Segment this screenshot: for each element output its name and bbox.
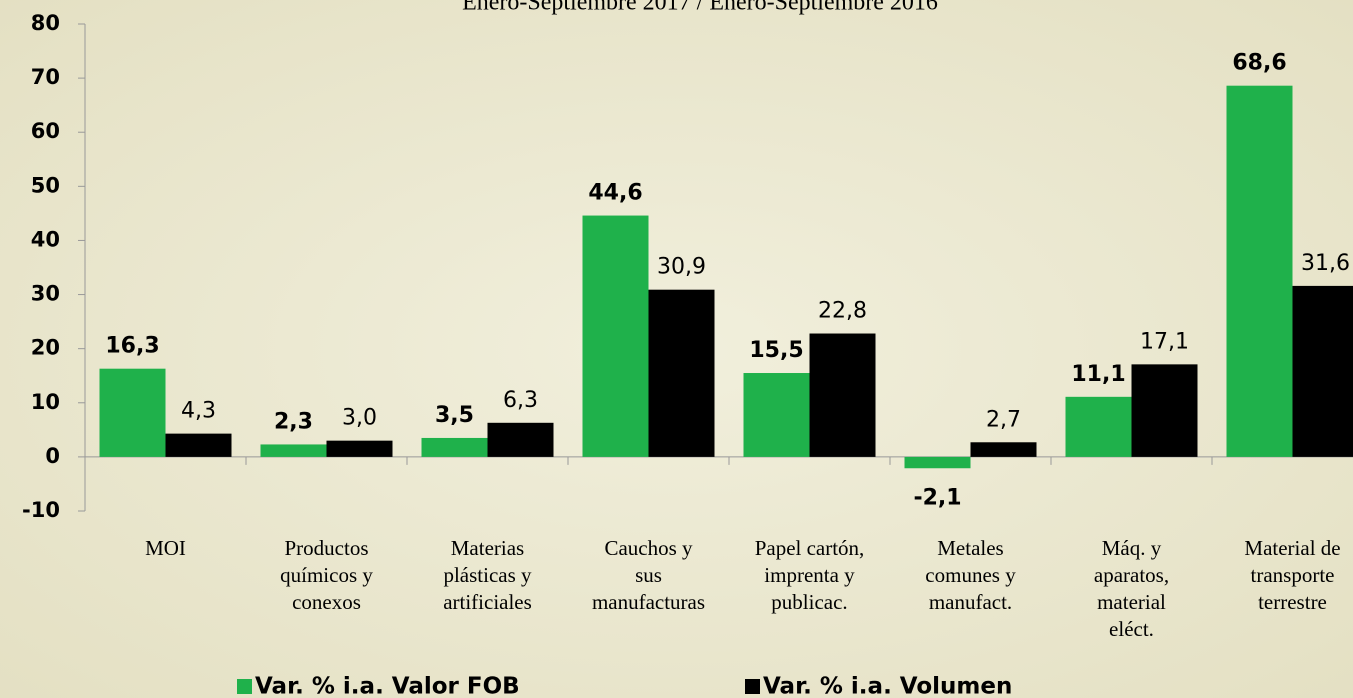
bar [326, 440, 393, 457]
x-tick-label: Máq. y aparatos, material eléct. [1094, 536, 1169, 641]
value-label: 68,6 [1232, 51, 1286, 76]
x-tick-label: Metales comunes y manufact. [925, 536, 1016, 614]
bar [1065, 396, 1132, 457]
bar [743, 373, 810, 457]
bar [165, 433, 232, 457]
x-tick-label: Papel cartón, imprenta y publicac. [755, 536, 865, 614]
bar [1292, 285, 1353, 457]
value-label: 22,8 [818, 299, 867, 324]
legend-label: Var. % i.a. Volumen [763, 674, 1012, 698]
x-tick-label: Productos químicos y conexos [280, 536, 373, 614]
bar [99, 368, 166, 457]
x-tick-label: Cauchos y sus manufacturas [592, 536, 705, 614]
value-label: 15,5 [749, 338, 803, 363]
legend-swatch [237, 679, 252, 694]
bar [487, 422, 554, 457]
value-label: 6,3 [503, 388, 538, 413]
bar [1131, 364, 1198, 457]
bar [260, 444, 327, 457]
chart-title: Enero-Septiembre 2017 / Enero-Septiembre… [462, 0, 938, 16]
bar [904, 456, 971, 469]
y-tick-label: 50 [31, 173, 60, 197]
bar [1226, 85, 1293, 457]
value-label: 4,3 [181, 399, 216, 424]
bar [582, 215, 649, 457]
y-tick-label: 10 [31, 390, 60, 414]
bar [809, 333, 876, 457]
bar [421, 437, 488, 457]
y-tick-label: -10 [22, 498, 60, 522]
x-tick-label: MOI [145, 536, 186, 560]
y-tick-label: 80 [31, 11, 60, 35]
legend-label: Var. % i.a. Valor FOB [255, 674, 520, 698]
x-tick-label: Material de transporte terrestre [1244, 536, 1340, 614]
value-label: 2,7 [986, 407, 1021, 432]
value-label: 17,1 [1140, 329, 1189, 354]
y-tick-label: 20 [31, 336, 60, 360]
value-label: 31,6 [1301, 251, 1350, 276]
value-label: 3,5 [435, 403, 474, 428]
value-label: 30,9 [657, 255, 706, 280]
y-tick-label: 70 [31, 65, 60, 89]
legend-swatch [745, 679, 760, 694]
value-label: -2,1 [913, 485, 961, 510]
bar [970, 442, 1037, 457]
value-label: 3,0 [342, 406, 377, 431]
y-tick-label: 40 [31, 227, 60, 251]
value-label: 11,1 [1071, 362, 1125, 387]
y-tick-label: 30 [31, 282, 60, 306]
bar [648, 289, 715, 457]
y-tick-label: 60 [31, 119, 60, 143]
value-label: 2,3 [274, 409, 313, 434]
value-label: 16,3 [105, 334, 159, 359]
value-label: 44,6 [588, 181, 642, 206]
y-tick-label: 0 [45, 444, 60, 468]
x-tick-label: Materias plásticas y artificiales [443, 536, 532, 614]
